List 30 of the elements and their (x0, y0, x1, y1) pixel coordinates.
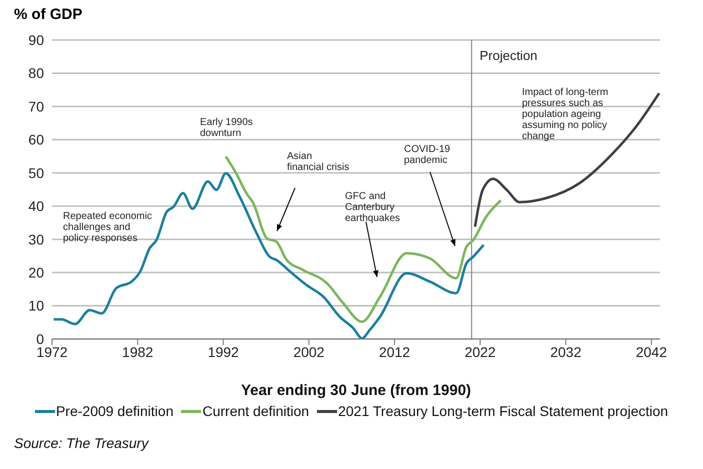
y-tick-label: 60 (28, 132, 44, 148)
y-tick-label: 80 (28, 65, 44, 82)
x-tick-label: 1992 (208, 344, 240, 360)
annotation: Impact of long-term pressures such as population ageing assuming no policy change (522, 87, 608, 142)
y-tick-label: 70 (28, 98, 44, 114)
annotation: GFC and Canterbury earthquakes (345, 191, 400, 224)
legend-label: Pre-2009 definition (56, 403, 174, 419)
x-tick-label: 2042 (636, 344, 668, 360)
ref-line-label: Projection (480, 48, 538, 63)
x-tick-label: 2032 (550, 344, 582, 360)
y-tick-label: 90 (28, 32, 44, 48)
x-tick-label: 2022 (464, 344, 496, 360)
line-series (52, 172, 485, 339)
y-tick-label: 30 (28, 231, 44, 248)
annotation: Asian financial crisis (287, 151, 350, 173)
annotation: Early 1990s downturn (200, 117, 253, 139)
x-axis-title: Year ending 30 June (from 1990) (240, 382, 472, 399)
y-axis-title: % of GDP (14, 6, 82, 23)
legend-label: 2021 Treasury Long-term Fiscal Statement projection (338, 403, 668, 419)
legend-label: Current definition (202, 403, 310, 419)
y-tick-label: 10 (28, 298, 44, 314)
y-tick-label: 40 (28, 198, 44, 214)
source-note: Source: The Treasury (14, 435, 150, 451)
annotation: COVID-19 pandemic (404, 144, 451, 166)
y-tick-label: 20 (28, 264, 44, 281)
x-tick-label: 1982 (122, 344, 154, 360)
x-tick-label: 2002 (293, 344, 325, 360)
x-tick-label: 2012 (378, 344, 410, 360)
y-tick-label: 50 (28, 164, 44, 181)
annotation: Repeated economic challenges and policy responses (63, 211, 152, 244)
